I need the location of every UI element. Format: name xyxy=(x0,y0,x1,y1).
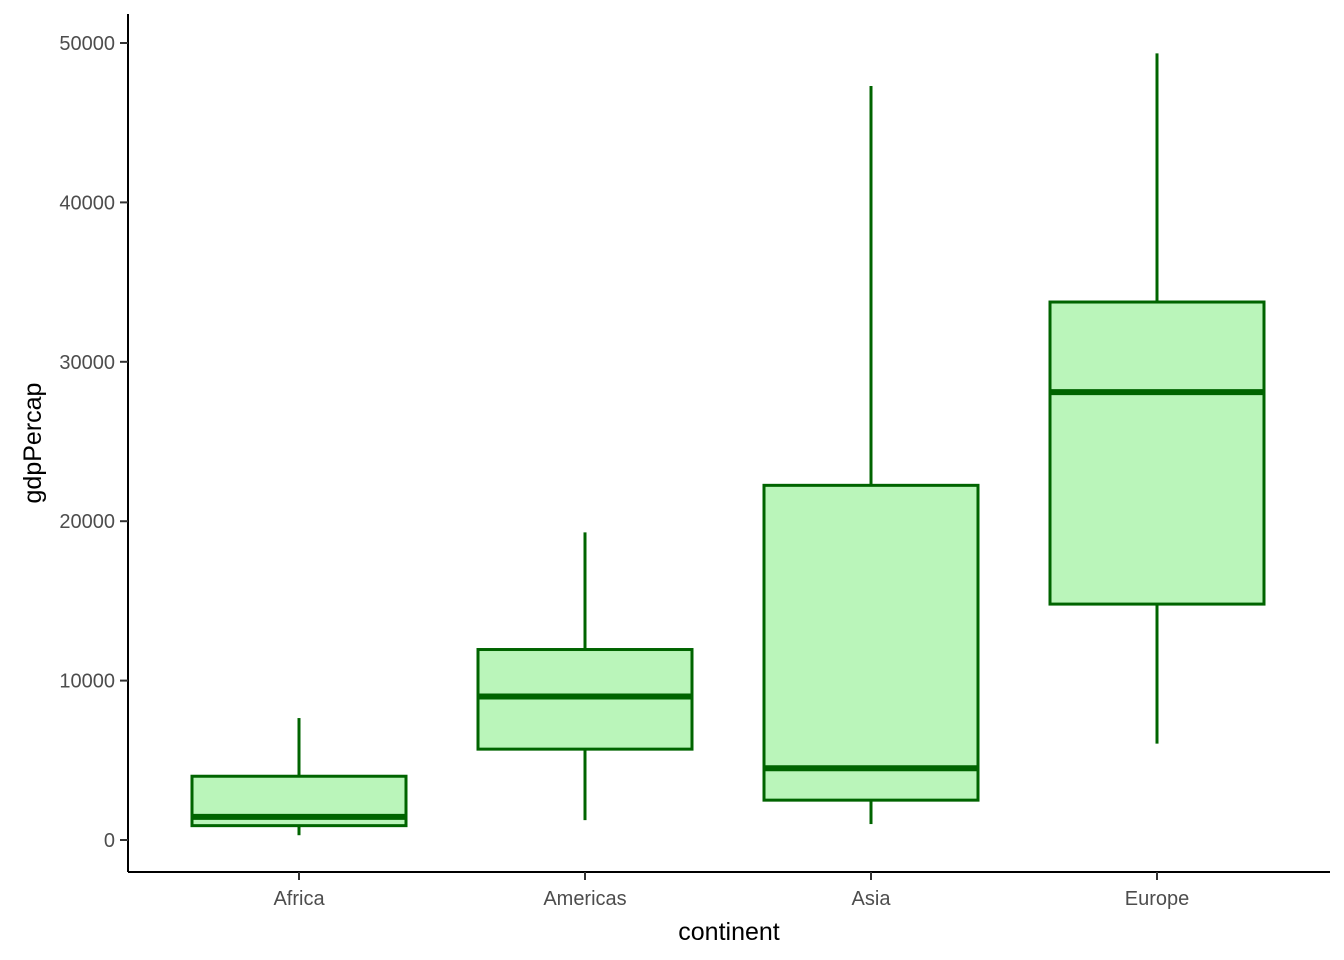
box-group-asia xyxy=(762,86,980,825)
boxes-layer xyxy=(190,53,1266,836)
y-tick-label: 40000 xyxy=(59,192,115,214)
y-axis-title: gdpPercap xyxy=(19,383,47,504)
x-tick-label: Asia xyxy=(852,888,892,910)
x-tick-label: Europe xyxy=(1125,888,1190,910)
x-tick-label: Americas xyxy=(543,888,626,910)
y-tick-label: 10000 xyxy=(59,671,115,693)
box-iqr xyxy=(762,483,980,802)
y-tick-label: 50000 xyxy=(59,33,115,55)
box-group-africa xyxy=(190,718,408,836)
box-iqr xyxy=(1048,300,1266,606)
box-group-europe xyxy=(1048,53,1266,744)
x-axis-title: continent xyxy=(678,918,780,946)
y-tick-label: 0 xyxy=(104,830,115,852)
y-tick-label: 20000 xyxy=(59,511,115,533)
box-group-americas xyxy=(476,532,694,821)
y-tick-label: 30000 xyxy=(59,352,115,374)
axes-layer: 0 10000 20000 30000 40000 50000 Africa Americas… xyxy=(59,14,1330,910)
x-tick-label: Africa xyxy=(273,888,325,910)
